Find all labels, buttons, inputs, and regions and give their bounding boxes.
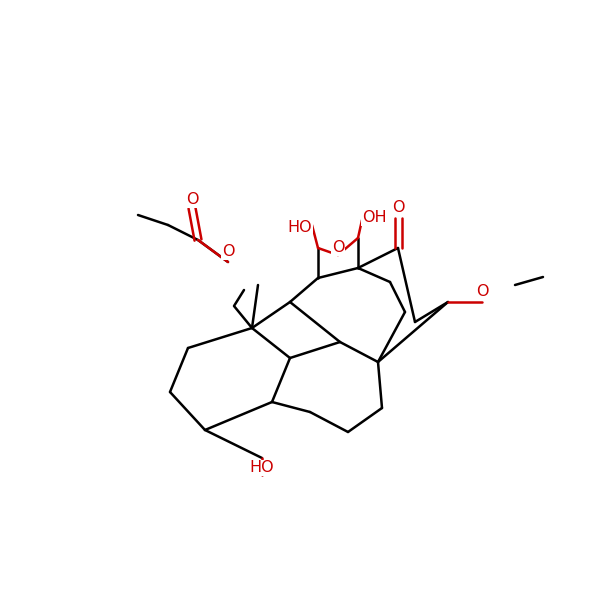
Text: O: O — [332, 241, 344, 256]
Text: HO: HO — [287, 220, 312, 235]
Text: O: O — [476, 284, 488, 299]
Text: OH: OH — [362, 211, 386, 226]
Text: HO: HO — [250, 461, 274, 475]
Text: O: O — [222, 245, 234, 259]
Text: O: O — [186, 193, 198, 208]
Text: O: O — [392, 200, 404, 215]
